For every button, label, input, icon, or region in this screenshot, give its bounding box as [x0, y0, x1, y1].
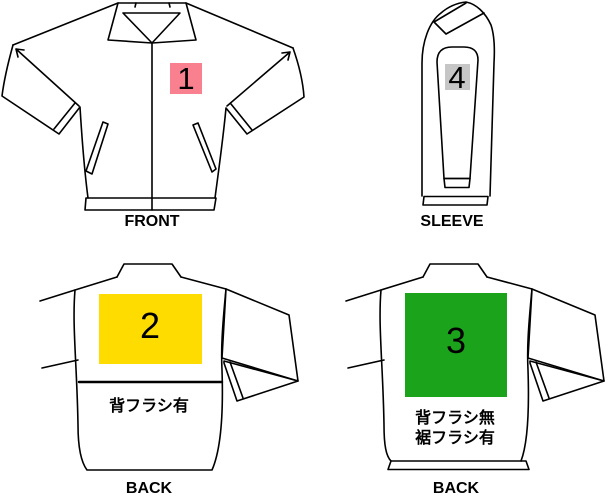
front-right-armhole-seam: [226, 51, 291, 107]
front-view-label: FRONT: [124, 213, 179, 230]
sleeve-hem-band: [422, 195, 489, 206]
back-right-right-cuff-line: [535, 361, 550, 399]
print-area-1-number: 1: [177, 61, 194, 96]
print-area-2-number: 2: [140, 305, 160, 346]
back-left-jacket-outline: [39, 263, 299, 471]
no-back-flash-note: 背フラシ無: [415, 408, 495, 427]
front-shoulder-lines: [12, 2, 294, 49]
sleeve-view-label: SLEEVE: [420, 213, 483, 230]
sleeve-jacket-outline: [421, 1, 496, 206]
print-area-2[interactable]: [99, 294, 202, 364]
front-left-sleeve: [1, 44, 89, 199]
front-left-cuff-line: [53, 102, 76, 130]
front-hem-band: [84, 197, 217, 211]
hem-flash-note: 裾フラシ有: [415, 428, 495, 447]
front-collar-outline: [107, 2, 197, 44]
back-left-right-cuff-line: [229, 361, 244, 399]
front-right-pocket: [192, 122, 217, 173]
print-area-1[interactable]: [170, 63, 202, 94]
hem-flash-band: [387, 460, 530, 471]
back-flash-note: 背フラシ有: [109, 396, 189, 415]
back-left-view-label: BACK: [126, 480, 173, 497]
sleeve-cuff-band: [443, 177, 471, 189]
back-right-view: 3 背フラシ無 裾フラシ有 BACK: [345, 263, 605, 497]
back-right-left-sleeve: [347, 359, 385, 369]
front-jacket-outline: [1, 2, 305, 211]
print-area-3[interactable]: [405, 293, 507, 397]
sleeve-tube-outline: [436, 46, 479, 180]
back-right-right-sleeve-forearm: [529, 360, 605, 402]
print-area-3-number: 3: [446, 320, 466, 361]
back-right-body: [379, 288, 533, 462]
back-right-collar: [422, 263, 488, 278]
front-left-armhole-seam: [15, 48, 80, 107]
back-left-view: 2 背フラシ有 BACK: [39, 263, 299, 497]
front-view: 1 FRONT: [1, 2, 305, 230]
back-right-view-label: BACK: [433, 480, 480, 497]
print-area-4-number: 4: [448, 60, 465, 95]
front-collar-inner-v: [122, 12, 181, 44]
back-right-jacket-outline: [345, 263, 605, 471]
front-collar-ticks: [134, 2, 171, 8]
back-left-left-sleeve: [41, 359, 79, 369]
print-area-4[interactable]: [445, 64, 470, 90]
sleeve-view: 4 SLEEVE: [420, 1, 496, 230]
back-left-right-sleeve-forearm: [223, 360, 299, 402]
back-left-collar: [116, 263, 182, 278]
front-left-pocket: [85, 121, 109, 175]
sleeve-collar-band: [433, 2, 485, 35]
sleeve-outer-silhouette: [421, 1, 496, 197]
front-right-sleeve: [214, 47, 305, 199]
front-right-cuff-line: [230, 103, 253, 131]
